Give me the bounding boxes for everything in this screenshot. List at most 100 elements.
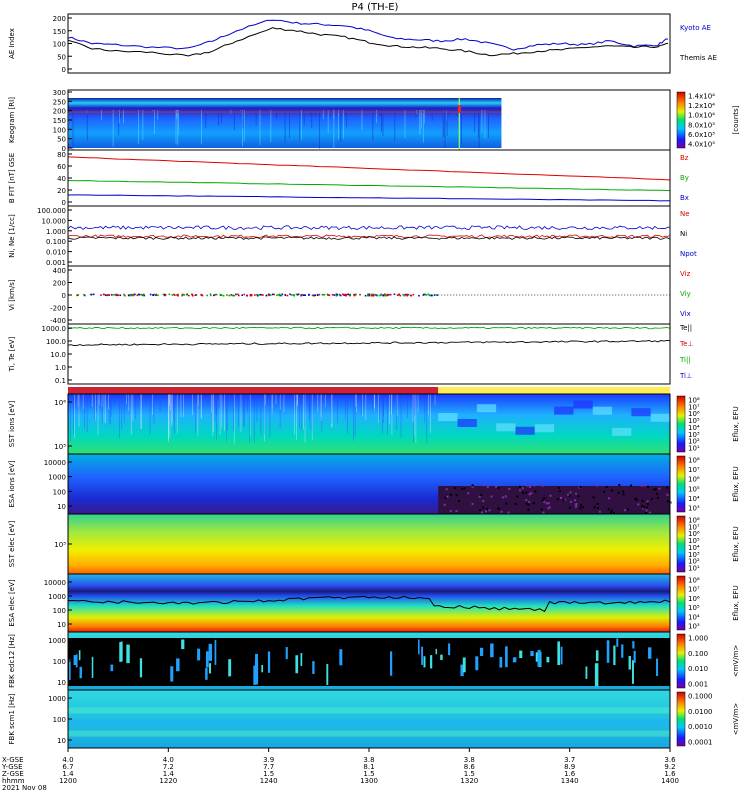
b-ytick-label: 40 xyxy=(57,175,66,183)
esa_ion-noise xyxy=(479,509,482,512)
keogram-hotspot xyxy=(457,105,461,113)
fbk_scm-ylabel: FBK scm1 [Hz] xyxy=(8,693,16,744)
xaxis-row-label: X-GSE xyxy=(2,756,24,764)
sst_ion-block xyxy=(612,427,632,436)
sst_ion-colorbar-tick: 10² xyxy=(688,438,700,446)
fbk_scm-ytick-label: 10 xyxy=(57,737,66,745)
velocity-point xyxy=(104,294,107,296)
legend-vix: Vix xyxy=(680,310,691,318)
legend-bz: Bz xyxy=(680,154,689,162)
xaxis-tick-time: 1320 xyxy=(460,777,478,785)
fbk_edc-colorbar-tick: 0.010 xyxy=(688,665,708,673)
temperature-ylabel: Ti, Te [eV] xyxy=(8,336,16,372)
legend-kyoto-ae: Kyoto AE xyxy=(680,24,711,32)
velocity-point xyxy=(77,294,79,296)
esa_ion-noise xyxy=(598,510,601,513)
esa_ion-noise xyxy=(516,495,519,498)
velocity-point xyxy=(425,294,428,296)
esa_elec-ytick-label: 10000 xyxy=(44,579,66,587)
esa_ion-noise xyxy=(443,503,446,506)
velocity-point xyxy=(418,294,420,297)
velocity-point xyxy=(131,294,133,296)
xaxis-tick-time: 1300 xyxy=(360,777,378,785)
fbk_edc-burst xyxy=(181,639,185,650)
velocity-point xyxy=(366,294,369,297)
temperature-ytick-label: 100.0 xyxy=(46,338,66,346)
temperature-ytick-label: 1.0 xyxy=(55,364,66,372)
velocity-point xyxy=(168,293,171,296)
fbk_edc-burst xyxy=(530,651,534,657)
esa_ion-noise xyxy=(622,493,625,496)
esa_ion-noise xyxy=(582,506,585,509)
fbk_edc-colorbar xyxy=(676,633,686,689)
esa_ion-noise xyxy=(605,486,608,489)
legend-bx: Bx xyxy=(680,194,689,202)
fbk_edc-colorbar-tick: 1.000 xyxy=(688,635,708,643)
velocity-point xyxy=(108,294,111,296)
velocity-point xyxy=(155,293,157,296)
fbk_edc-burst xyxy=(535,652,539,662)
velocity-point xyxy=(410,294,413,297)
esa_ion-noise xyxy=(482,499,485,502)
xaxis-tick-y: 8.9 xyxy=(564,763,575,771)
velocity-point xyxy=(132,293,134,296)
velocity-point xyxy=(106,294,109,297)
velocity-point xyxy=(163,293,166,296)
velocity-point xyxy=(249,294,252,297)
esa_ion-noise xyxy=(642,507,645,510)
esa_elec-ylabel: ESA elec [eV] xyxy=(8,579,16,626)
velocity-point xyxy=(238,294,240,297)
sst_elec-colorbar-tick: 10⁵ xyxy=(688,537,700,545)
fbk_edc-burst xyxy=(430,655,433,669)
density-ylabel: Ni, Ne [1/cc] xyxy=(8,214,16,258)
velocity-point xyxy=(209,293,212,296)
ae-ytick-label: 50 xyxy=(57,53,66,61)
velocity-point xyxy=(379,294,381,297)
fbk_edc-burst xyxy=(228,659,232,677)
velocity-point xyxy=(318,293,321,296)
esa_ion-noise xyxy=(480,511,483,514)
xaxis-tick-z: 1.5 xyxy=(464,770,475,778)
fbk_edc-burst xyxy=(205,651,209,668)
fbk_edc-burst xyxy=(490,643,494,658)
xaxis-tick-z: 1.4 xyxy=(62,770,74,778)
density-ytick-label: 0.001 xyxy=(46,259,66,267)
density-series-Ne xyxy=(67,234,671,239)
velocity-point xyxy=(403,294,406,297)
velocity-point xyxy=(368,294,370,297)
b-ylabel: B FIT [nT] GSE xyxy=(8,153,16,203)
xaxis-tick-y: 6.7 xyxy=(62,763,73,771)
velocity-point xyxy=(152,294,155,297)
velocity-point xyxy=(173,293,175,296)
fbk_edc-burst xyxy=(594,663,599,687)
fbk_edc-burst xyxy=(300,653,303,666)
velocity-point xyxy=(323,294,325,296)
fbk_edc-burst xyxy=(69,659,71,681)
esa_ion-noise xyxy=(482,506,485,509)
velocity-point xyxy=(246,294,248,297)
esa_ion-noise xyxy=(641,499,644,502)
velocity-point xyxy=(140,293,142,296)
sst_ion-block xyxy=(515,426,535,435)
density-ytick-label: 10.000 xyxy=(42,217,67,225)
esa_ion-noise xyxy=(490,495,493,498)
esa_ion-noise xyxy=(530,492,533,495)
sst_ion-block xyxy=(592,406,613,415)
sst_ion-colorbar-tick: 10¹ xyxy=(688,445,700,453)
velocity-point xyxy=(241,294,243,296)
velocity-point xyxy=(268,294,270,297)
sst_ion-block xyxy=(631,408,651,417)
fbk_edc-burst xyxy=(479,647,484,656)
fbk_edc-ylabel: FBK edc12 [Hz] xyxy=(8,634,16,688)
fbk_edc-burst xyxy=(75,654,78,668)
fbk_edc-burst xyxy=(418,639,420,655)
sst_ion-block xyxy=(534,424,555,433)
velocity-ytick-label: 400 xyxy=(53,267,66,275)
esa_ion-noise xyxy=(646,502,649,505)
fbk_edc-burst xyxy=(339,649,343,666)
fbk_edc-burst xyxy=(119,641,122,662)
velocity-point xyxy=(304,294,306,296)
velocity-point xyxy=(301,293,303,296)
